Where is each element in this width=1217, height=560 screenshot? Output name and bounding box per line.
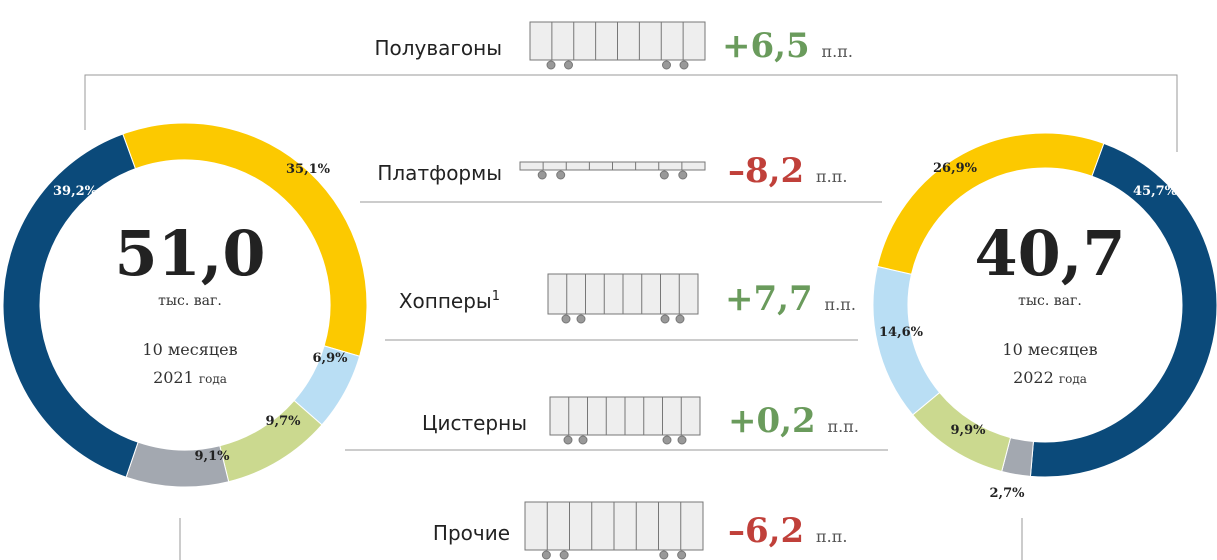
donut-segment: [1029, 142, 1217, 478]
row-name: Полувагоны: [374, 36, 502, 60]
wagon-wheel: [541, 550, 551, 560]
center-unit: тыс. ваг.: [158, 293, 222, 309]
wagon-wheel: [576, 314, 586, 324]
wagon-icon: [524, 501, 704, 560]
value-label: 9,7%: [266, 414, 302, 429]
wagon-wheel: [659, 170, 669, 180]
wagon-wheel: [556, 170, 566, 180]
year-number: 2021: [153, 368, 194, 387]
year: 2022 года: [1013, 368, 1087, 387]
donut-segment: [876, 132, 1105, 275]
change-value: +0,2: [728, 401, 816, 441]
row-name: Прочие: [433, 521, 510, 545]
period: 10 месяцев: [1002, 340, 1097, 359]
donut-segment: [872, 265, 941, 416]
wagon-wheel: [678, 170, 688, 180]
row-label: Полувагоны: [374, 36, 502, 60]
change-value: –6,2: [728, 511, 804, 551]
value-label: 45,7%: [1133, 184, 1178, 199]
value-label: 14,6%: [879, 325, 924, 340]
wagon-wheel: [564, 60, 573, 70]
wagon-wheel: [578, 435, 588, 445]
value-label: 2,7%: [990, 486, 1026, 501]
wagon-wheel: [662, 435, 672, 445]
bracket-line: [84, 74, 1178, 152]
change: +7,7 п.п.: [725, 279, 856, 319]
value-label: 9,1%: [195, 449, 231, 464]
wagon-icon: [519, 161, 706, 180]
wagon-icon: [529, 21, 706, 70]
wagon-icon: [549, 396, 701, 445]
row-label: Хопперы1: [399, 289, 500, 313]
change: –8,2 п.п.: [728, 151, 848, 191]
wagon-wheel: [546, 60, 556, 70]
change-unit: п.п.: [824, 295, 856, 314]
wagon-wheel: [679, 60, 689, 70]
wagon-wheel: [537, 170, 547, 180]
donut-segment: [219, 399, 323, 483]
center-value: 40,7: [974, 217, 1125, 290]
change-value: +7,7: [725, 279, 813, 319]
wagon-wheel: [559, 550, 569, 560]
wagon-wheel: [677, 435, 687, 445]
change: –6,2 п.п.: [728, 511, 848, 551]
year-word: года: [1059, 372, 1087, 386]
wagon-wheel: [677, 550, 687, 560]
row-name: Цистерны: [422, 411, 527, 435]
wagon-wheel: [659, 550, 669, 560]
value-label: 39,2%: [53, 184, 98, 199]
value-label: 6,9%: [313, 351, 349, 366]
change-unit: п.п.: [827, 417, 859, 436]
change-unit: п.п.: [816, 167, 848, 186]
wagon-icon: [547, 273, 699, 324]
period: 10 месяцев: [142, 340, 237, 359]
row-name: Платформы: [377, 161, 502, 185]
row-label: Цистерны: [422, 411, 527, 435]
wagon-wheel: [675, 314, 685, 324]
year: 2021 года: [153, 368, 227, 387]
footnote: 1: [492, 289, 500, 304]
center-value: 51,0: [114, 217, 265, 290]
change: +6,5 п.п.: [722, 26, 853, 66]
wagon-wheel: [563, 435, 573, 445]
connectors: [84, 74, 1178, 560]
center-unit: тыс. ваг.: [1018, 293, 1082, 309]
donut-segment: [2, 133, 139, 478]
change: +0,2 п.п.: [728, 401, 859, 441]
wagon-wheel: [561, 314, 571, 324]
year-word: года: [199, 372, 227, 386]
row-name: Хопперы: [399, 289, 492, 313]
wagon-wheel: [660, 314, 670, 324]
row-label: Платформы: [377, 161, 502, 185]
change-value: –8,2: [728, 151, 804, 191]
value-label: 26,9%: [933, 161, 978, 176]
change-unit: п.п.: [821, 42, 853, 61]
wagon-wheel: [662, 60, 671, 70]
change-value: +6,5: [722, 26, 810, 66]
value-label: 35,1%: [286, 162, 331, 177]
value-label: 9,9%: [951, 423, 987, 438]
year-number: 2022: [1013, 368, 1054, 387]
row-label: Прочие: [433, 521, 510, 545]
change-unit: п.п.: [816, 527, 848, 546]
